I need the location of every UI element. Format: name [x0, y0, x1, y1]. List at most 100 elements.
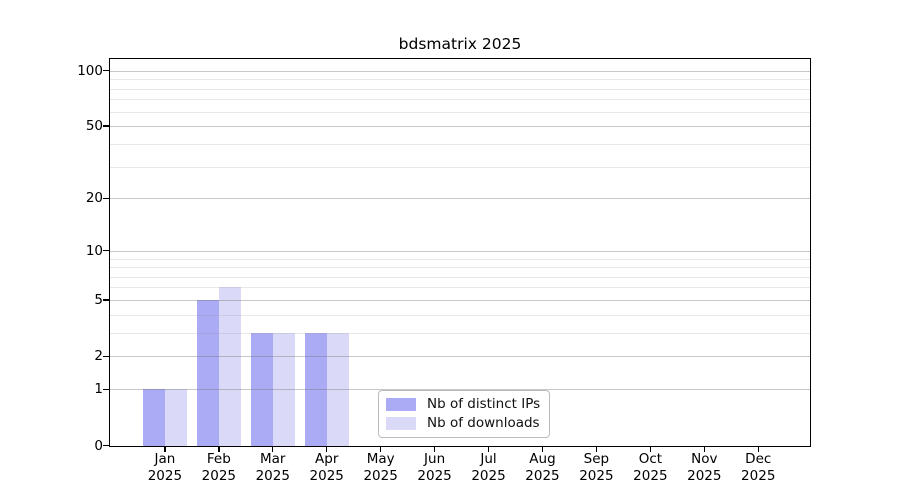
- gridline-y-9: [110, 258, 810, 260]
- chart-title: bdsmatrix 2025: [398, 35, 522, 53]
- x-tick-mark-oct: [649, 447, 652, 452]
- gridline-y-70: [110, 99, 810, 101]
- x-tick-month: Sep: [583, 451, 610, 467]
- gridline-y-50: [110, 126, 810, 128]
- gridline-y-4: [110, 314, 810, 316]
- x-tick-month: Apr: [315, 451, 339, 467]
- x-tick-year: 2025: [309, 467, 344, 484]
- x-tick-month: Jun: [424, 451, 446, 467]
- x-tick-year: 2025: [525, 467, 560, 484]
- x-tick-month: Jan: [154, 451, 176, 467]
- x-tick-year: 2025: [201, 467, 236, 484]
- gridline-y-10: [110, 250, 810, 252]
- x-tick-year: 2025: [417, 467, 452, 484]
- x-tick-mark-sep: [595, 447, 598, 452]
- plot-area: [110, 59, 810, 446]
- gridline-y-2: [110, 356, 810, 358]
- y-tick-mark-1: [103, 388, 110, 390]
- x-tick-mark-jul: [487, 447, 490, 452]
- x-tick-mark-jun: [433, 447, 436, 452]
- y-tick-mark-0: [103, 444, 110, 447]
- x-tick-year: 2025: [255, 467, 290, 484]
- x-tick-year: 2025: [741, 467, 776, 484]
- x-tick-month: Oct: [638, 451, 663, 467]
- bar-distinct-ips-jan: [142, 389, 165, 446]
- bar-downloads-feb: [218, 287, 241, 446]
- x-tick-mark-feb: [218, 447, 220, 452]
- x-tick-mark-apr: [326, 447, 328, 452]
- x-tick-year: 2025: [579, 467, 614, 484]
- x-tick-label-feb: Feb 2025: [189, 451, 249, 484]
- y-tick-label-0: 0: [94, 437, 103, 454]
- x-tick-label-dec: Dec 2025: [728, 451, 788, 484]
- legend-swatch-downloads: [386, 417, 416, 430]
- x-tick-mark-mar: [272, 447, 274, 452]
- x-tick-label-jan: Jan 2025: [135, 451, 195, 484]
- bar-downloads-jan: [164, 389, 187, 446]
- gridline-y-80: [110, 88, 810, 90]
- bar-downloads-mar: [272, 332, 295, 446]
- x-tick-mark-nov: [703, 447, 705, 452]
- x-tick-year: 2025: [147, 467, 183, 484]
- legend-label-downloads: Nb of downloads: [427, 415, 540, 431]
- x-tick-month: Dec: [745, 451, 772, 467]
- gridline-y-90: [110, 79, 810, 81]
- bar-distinct-ips-feb: [196, 300, 219, 446]
- y-tick-mark-2: [103, 355, 110, 357]
- x-tick-year: 2025: [363, 467, 398, 484]
- bar-distinct-ips-mar: [250, 332, 273, 446]
- x-tick-year: 2025: [687, 467, 722, 484]
- y-tick-label-100: 100: [77, 62, 103, 79]
- y-tick-mark-10: [103, 250, 110, 252]
- x-tick-mark-dec: [757, 447, 759, 452]
- x-tick-label-sep: Sep 2025: [566, 451, 626, 484]
- bar-distinct-ips-apr: [304, 332, 327, 446]
- y-tick-label-50: 50: [85, 118, 103, 135]
- x-tick-label-nov: Nov 2025: [674, 451, 734, 484]
- legend: Nb of distinct IPs Nb of downloads: [378, 390, 551, 438]
- y-tick-mark-5: [103, 299, 110, 301]
- x-tick-label-oct: Oct 2025: [620, 451, 680, 484]
- legend-label-distinct-ips: Nb of distinct IPs: [427, 396, 541, 412]
- gridline-y-20: [110, 198, 810, 200]
- gridline-y-100: [110, 70, 810, 72]
- x-tick-year: 2025: [633, 467, 668, 484]
- x-tick-mark-aug: [541, 447, 544, 452]
- y-tick-label-2: 2: [94, 348, 103, 365]
- x-tick-label-apr: Apr 2025: [297, 451, 357, 484]
- y-tick-mark-100: [103, 69, 110, 72]
- gridline-y-3: [110, 332, 810, 334]
- gridline-y-40: [110, 143, 810, 145]
- x-tick-month: May: [366, 451, 395, 467]
- x-tick-label-aug: Aug 2025: [512, 451, 572, 484]
- gridline-y-5: [110, 299, 810, 301]
- gridline-y-7: [110, 276, 810, 278]
- gridline-y-8: [110, 267, 810, 269]
- x-tick-month: Jul: [480, 451, 497, 467]
- legend-swatch-distinct-ips: [386, 398, 416, 411]
- x-tick-label-jul: Jul 2025: [459, 451, 519, 484]
- y-tick-label-20: 20: [85, 190, 103, 207]
- y-tick-mark-50: [103, 125, 110, 127]
- legend-item-distinct-ips: Nb of distinct IPs: [386, 397, 540, 412]
- x-tick-mark-may: [379, 447, 382, 452]
- y-tick-label-5: 5: [94, 291, 103, 308]
- gridline-y-60: [110, 111, 810, 113]
- gridline-y-6: [110, 287, 810, 289]
- y-tick-label-1: 1: [94, 381, 103, 398]
- x-tick-month: Feb: [206, 451, 231, 467]
- x-tick-month: Mar: [260, 451, 286, 467]
- gridline-y-30: [110, 166, 810, 168]
- x-tick-mark-jan: [164, 447, 166, 452]
- x-tick-label-may: May 2025: [351, 451, 411, 484]
- y-tick-label-10: 10: [85, 242, 103, 259]
- bar-downloads-apr: [326, 332, 349, 446]
- x-tick-label-jun: Jun 2025: [405, 451, 465, 484]
- x-tick-label-mar: Mar 2025: [243, 451, 303, 484]
- x-tick-month: Nov: [691, 451, 718, 467]
- y-tick-mark-20: [103, 197, 110, 199]
- legend-item-downloads: Nb of downloads: [386, 416, 540, 431]
- gridline-y-1: [110, 389, 810, 391]
- x-tick-month: Aug: [529, 451, 556, 467]
